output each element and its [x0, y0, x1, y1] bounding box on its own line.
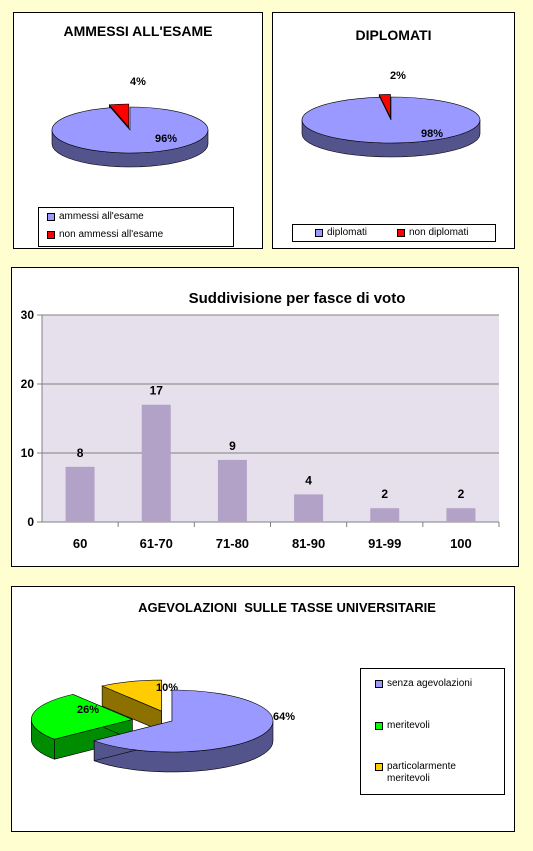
pie-chart-ammessi: 4% 96%	[51, 76, 209, 168]
chart-ammessi-title: AMMESSI ALL'ESAME	[63, 23, 213, 39]
x-tick-label: 100	[450, 536, 472, 551]
legend-item-senza-agevolazioni: senza agevolazioni	[375, 678, 472, 689]
x-tick-label: 60	[73, 536, 87, 551]
chart-agevolazioni-panel: AGEVOLAZIONI SULLE TASSE UNIVERSITARIE 1…	[11, 586, 515, 832]
pie-slice-meritevoli	[31, 693, 134, 760]
x-tick-label: 91-99	[368, 536, 401, 551]
plot-area	[42, 315, 499, 522]
legend-swatch-non-diplomati	[397, 229, 405, 237]
y-tick-label: 0	[27, 515, 34, 529]
legend-item-ammessi: ammessi all'esame	[47, 211, 144, 222]
bar-value-label: 2	[381, 487, 388, 501]
bar-value-label: 8	[77, 446, 84, 460]
legend-ammessi: ammessi all'esame non ammessi all'esame	[38, 207, 234, 247]
legend-label-ammessi: ammessi all'esame	[59, 211, 144, 222]
bar-value-label: 17	[150, 384, 164, 398]
legend-label-non-diplomati: non diplomati	[409, 227, 469, 238]
legend-item-meritevoli: meritevoli	[375, 720, 430, 731]
legend-item-non-diplomati: non diplomati	[397, 227, 468, 238]
legend-label-senza: senza agevolazioni	[387, 678, 473, 689]
legend-swatch-particolarmente	[375, 763, 383, 771]
bar-60	[65, 466, 95, 522]
legend-swatch-ammessi	[47, 213, 55, 221]
bar-91-99	[370, 508, 400, 522]
pie-slice-non-diplomati-label: 2%	[390, 70, 406, 82]
bar-100	[446, 508, 476, 522]
pie-slice-ammessi	[51, 106, 209, 168]
pie-slice-senza-agevolazioni	[93, 689, 274, 773]
bar-value-label: 9	[229, 439, 236, 453]
pie-slice-non-ammessi-label: 4%	[130, 76, 146, 88]
y-tick-label: 10	[21, 446, 35, 460]
legend-item-non-ammessi: non ammessi all'esame	[47, 229, 163, 240]
legend-swatch-non-ammessi	[47, 231, 55, 239]
bar-value-label: 4	[305, 473, 312, 487]
legend-diplomati: diplomati non diplomati	[292, 224, 496, 242]
legend-label-particolarmente: particolarmente meritevoli	[387, 761, 456, 784]
x-tick-label: 81-90	[292, 536, 325, 551]
legend-swatch-diplomati	[315, 229, 323, 237]
y-tick-label: 20	[21, 377, 35, 391]
pie-slice-meritevoli-label: 26%	[77, 704, 99, 716]
x-tick-label: 61-70	[140, 536, 173, 551]
bar-chart-voto: 0 10 20 30 8 60 17 61-70 9 71-80 4 81-90 2 91-99 2 100	[21, 308, 500, 551]
legend-label-non-ammessi: non ammessi all'esame	[59, 229, 164, 240]
pie-slice-senza-agevolazioni-label: 64%	[273, 711, 295, 723]
legend-label-diplomati: diplomati	[327, 227, 368, 238]
chart-diplomati-title: DIPLOMATI	[355, 27, 432, 43]
legend-item-particolarmente: particolarmente meritevoli	[375, 761, 483, 785]
bar-81-90	[294, 494, 324, 522]
legend-item-diplomati: diplomati	[315, 227, 367, 238]
chart-agevolazioni-title: AGEVOLAZIONI SULLE TASSE UNIVERSITARIE	[138, 600, 436, 615]
pie-chart-agevolazioni: 10%26%64%	[31, 679, 295, 773]
chart-voto-title: Suddivisione per fasce di voto	[188, 290, 406, 307]
pie-slice-particolarmente-meritevoli	[101, 679, 162, 732]
y-tick-label: 30	[21, 308, 35, 322]
bar-value-label: 2	[458, 487, 465, 501]
pie-chart-diplomati: 2% 98%	[301, 70, 481, 158]
legend-label-meritevoli: meritevoli	[387, 720, 430, 731]
x-tick-label: 71-80	[216, 536, 249, 551]
pie-slice-diplomati	[301, 96, 481, 158]
bar-71-80	[217, 459, 247, 522]
chart-ammessi-panel: AMMESSI ALL'ESAME 4% 96% ammessi all'esam…	[13, 12, 263, 249]
chart-voto-panel: Suddivisione per fasce di voto 0 10 20 30 8 6…	[11, 267, 519, 567]
legend-swatch-senza	[375, 680, 383, 688]
pie-slice-ammessi-label: 96%	[155, 133, 177, 145]
bar-61-70	[141, 404, 171, 522]
legend-swatch-meritevoli	[375, 722, 383, 730]
chart-diplomati-panel: DIPLOMATI 2% 98% diplomati non diplomati	[272, 12, 515, 249]
legend-agevolazioni: senza agevolazioni meritevoli particolar…	[360, 668, 505, 795]
pie-slice-diplomati-label: 98%	[421, 128, 443, 140]
